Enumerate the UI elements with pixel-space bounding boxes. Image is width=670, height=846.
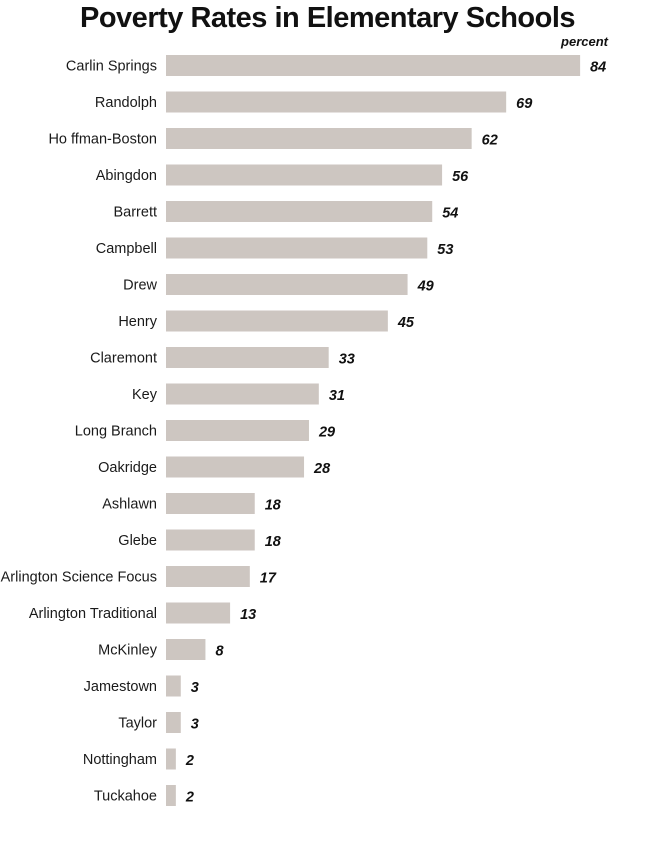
category-label: Glebe (118, 533, 157, 549)
value-label: 69 (516, 96, 532, 112)
unit-label: percent (561, 34, 608, 49)
value-label: 17 (260, 571, 277, 587)
value-label: 8 (215, 644, 224, 660)
bar (166, 347, 329, 368)
bar (166, 785, 176, 806)
value-label: 18 (265, 498, 282, 514)
bar (166, 748, 176, 770)
bar (166, 639, 206, 660)
chart-title: Poverty Rates in Elementary Schools (80, 2, 576, 34)
category-label: Oakridge (98, 460, 157, 476)
bar (166, 274, 408, 295)
category-label: Abingdon (96, 168, 157, 184)
category-label: Ashlawn (102, 497, 157, 513)
bar (166, 493, 255, 514)
value-label: 13 (240, 607, 256, 623)
bar (166, 529, 255, 551)
value-label: 2 (185, 753, 194, 769)
value-label: 49 (417, 279, 434, 295)
value-label: 3 (191, 680, 199, 696)
bar (166, 712, 181, 733)
bar (166, 164, 443, 186)
value-label: 31 (329, 388, 345, 404)
bar (166, 128, 472, 149)
category-label: Carlin Springs (66, 59, 157, 75)
value-label: 56 (452, 169, 469, 185)
value-label: 33 (339, 352, 355, 368)
category-label: Drew (123, 278, 157, 294)
category-label: McKinley (98, 643, 158, 659)
bar (166, 420, 309, 441)
bar (166, 675, 181, 697)
category-label: Campbell (96, 241, 157, 257)
category-label: Henry (118, 314, 157, 330)
bar (166, 456, 305, 478)
value-label: 28 (313, 461, 331, 477)
value-label: 3 (191, 717, 199, 733)
value-label: 54 (442, 206, 458, 222)
value-label: 2 (185, 790, 194, 806)
bar (166, 201, 433, 222)
category-label: Barrett (113, 205, 157, 221)
category-label: Key (132, 387, 158, 403)
value-label: 45 (397, 315, 415, 331)
bar (166, 310, 388, 332)
category-label: Claremont (90, 351, 157, 367)
category-label: Randolph (95, 95, 157, 111)
value-label: 29 (318, 425, 335, 441)
bar (166, 237, 428, 259)
category-label: Arlington Traditional (29, 606, 157, 622)
category-label: Jamestown (84, 679, 157, 695)
value-label: 18 (265, 534, 282, 550)
value-label: 84 (590, 60, 606, 76)
bar (166, 55, 581, 76)
bar (166, 91, 507, 113)
bar (166, 383, 319, 405)
category-label: Ho ffman-Boston (48, 132, 157, 148)
category-label: Nottingham (83, 752, 157, 768)
value-label: 53 (437, 242, 453, 258)
value-label: 62 (482, 133, 498, 149)
category-label: Tuckahoe (94, 789, 157, 805)
category-label: Taylor (118, 716, 157, 732)
category-label: Arlington Science Focus (1, 570, 157, 586)
category-label: Long Branch (75, 424, 157, 440)
bar (166, 602, 231, 624)
bar (166, 566, 250, 587)
